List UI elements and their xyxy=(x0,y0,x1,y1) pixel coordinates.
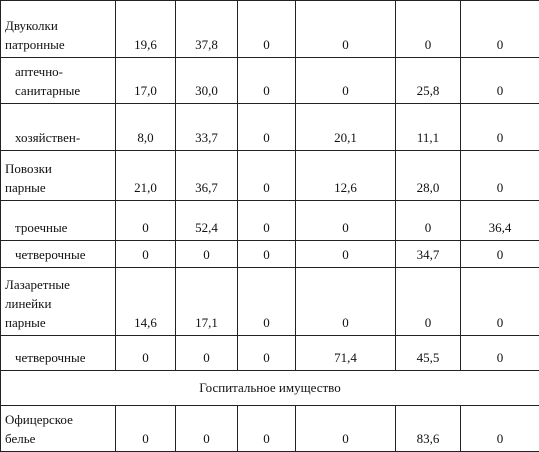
cell-value: 0 xyxy=(395,267,461,336)
table-row: четверочные 0 0 0 71,4 45,5 0 xyxy=(0,335,539,371)
label-line: четверочные xyxy=(15,350,86,365)
label-line: патронные xyxy=(5,37,65,52)
row-label: хозяйствен- xyxy=(0,103,116,151)
cell-value: 20,1 xyxy=(295,103,396,151)
table-row: хозяйствен- 8,0 33,7 0 20,1 11,1 0 xyxy=(0,103,539,151)
label-line: троечные xyxy=(15,220,68,235)
label-line: белье xyxy=(5,431,36,446)
cell-value: 0 xyxy=(115,335,176,371)
cell-value: 17,1 xyxy=(175,267,238,336)
row-label: Лазаретные линейки парные xyxy=(0,267,116,336)
cell-value: 0 xyxy=(295,57,396,104)
cell-value: 0 xyxy=(460,267,539,336)
cell-value: 0 xyxy=(237,0,296,58)
cell-value: 17,0 xyxy=(115,57,176,104)
table-row: Офицерское белье 0 0 0 0 83,6 0 xyxy=(0,405,539,452)
cell-value: 0 xyxy=(237,200,296,241)
cell-value: 0 xyxy=(237,267,296,336)
cell-value: 0 xyxy=(295,240,396,268)
label-line: санитарные xyxy=(15,83,81,98)
row-label: Двуколки патронные xyxy=(0,0,116,58)
cell-value: 19,6 xyxy=(115,0,176,58)
cell-value: 0 xyxy=(295,200,396,241)
cell-value: 45,5 xyxy=(395,335,461,371)
cell-value: 0 xyxy=(115,405,176,452)
cell-value: 21,0 xyxy=(115,150,176,201)
row-label: аптечно-санитарные xyxy=(0,57,116,104)
cell-value: 0 xyxy=(237,240,296,268)
cell-value: 83,6 xyxy=(395,405,461,452)
row-label: Повозки парные xyxy=(0,150,116,201)
cell-value: 0 xyxy=(295,405,396,452)
cell-value: 12,6 xyxy=(295,150,396,201)
table-row: Госпитальное имущество xyxy=(0,370,539,406)
table-row: четверочные 0 0 0 0 34,7 0 xyxy=(0,240,539,268)
cell-value: 0 xyxy=(460,150,539,201)
cell-value: 33,7 xyxy=(175,103,238,151)
cell-value: 0 xyxy=(395,0,461,58)
cell-value: 36,4 xyxy=(460,200,539,241)
cell-value: 0 xyxy=(460,103,539,151)
label-line: Повозки xyxy=(5,161,52,176)
label-line: линейки xyxy=(5,296,52,311)
label-line: четверочные xyxy=(15,247,86,262)
row-label: троечные xyxy=(0,200,116,241)
row-label: Офицерское белье xyxy=(0,405,116,452)
cell-value: 0 xyxy=(175,240,238,268)
cell-value: 0 xyxy=(237,405,296,452)
cell-value: 0 xyxy=(460,240,539,268)
section-heading: Госпитальное имущество xyxy=(0,370,539,406)
label-line: парные xyxy=(5,180,46,195)
cell-value: 36,7 xyxy=(175,150,238,201)
cell-value: 0 xyxy=(395,200,461,241)
cell-value: 30,0 xyxy=(175,57,238,104)
cell-value: 0 xyxy=(237,335,296,371)
table-row: Лазаретные линейки парные 14,6 17,1 0 0 0 0 xyxy=(0,267,539,336)
cell-value: 0 xyxy=(115,200,176,241)
label-line: Лазаретные xyxy=(5,277,70,292)
cell-value: 0 xyxy=(460,57,539,104)
table-row: Двуколки патронные 19,6 37,8 0 0 0 0 xyxy=(0,0,539,58)
label-line: хозяйствен- xyxy=(15,130,81,145)
cell-value: 0 xyxy=(295,0,396,58)
table-row: аптечно-санитарные 17,0 30,0 0 0 25,8 0 xyxy=(0,57,539,104)
cell-value: 52,4 xyxy=(175,200,238,241)
cell-value: 14,6 xyxy=(115,267,176,336)
cell-value: 0 xyxy=(237,103,296,151)
cell-value: 37,8 xyxy=(175,0,238,58)
cell-value: 0 xyxy=(115,240,176,268)
cell-value: 0 xyxy=(460,405,539,452)
cell-value: 11,1 xyxy=(395,103,461,151)
label-line: Двуколки xyxy=(5,18,58,33)
cell-value: 0 xyxy=(295,267,396,336)
cell-value: 34,7 xyxy=(395,240,461,268)
cell-value: 8,0 xyxy=(115,103,176,151)
cell-value: 0 xyxy=(175,335,238,371)
cell-value: 0 xyxy=(237,150,296,201)
cell-value: 0 xyxy=(175,405,238,452)
label-line: парные xyxy=(5,315,46,330)
cell-value: 25,8 xyxy=(395,57,461,104)
label-line: Офицерское xyxy=(5,412,73,427)
table-row: Повозки парные 21,0 36,7 0 12,6 28,0 0 xyxy=(0,150,539,201)
cell-value: 0 xyxy=(460,0,539,58)
cell-value: 0 xyxy=(460,335,539,371)
cell-value: 0 xyxy=(237,57,296,104)
cell-value: 28,0 xyxy=(395,150,461,201)
row-label: четверочные xyxy=(0,240,116,268)
label-line: аптечно- xyxy=(15,64,64,79)
table-row: троечные 0 52,4 0 0 0 36,4 xyxy=(0,200,539,241)
row-label: четверочные xyxy=(0,335,116,371)
cell-value: 71,4 xyxy=(295,335,396,371)
